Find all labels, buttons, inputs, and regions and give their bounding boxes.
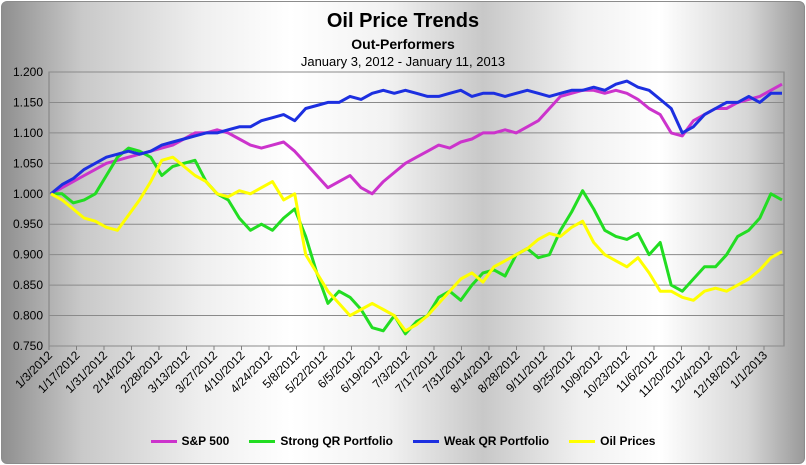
x-axis: 1/3/20121/17/20121/31/20122/14/20122/28/… [12, 346, 770, 401]
legend-swatch [569, 439, 596, 443]
series-line-0 [50, 82, 783, 196]
y-tick-label: 0.850 [13, 278, 43, 292]
y-tick-label: 0.750 [13, 339, 43, 353]
series-line-2 [50, 79, 782, 195]
chart-date-range: January 3, 2012 - January 11, 2013 [300, 54, 506, 69]
y-tick-label: 1.050 [13, 156, 43, 170]
legend-item: Weak QR Portfolio [412, 434, 550, 448]
series-lines [50, 79, 783, 336]
legend-item: S&P 500 [150, 434, 230, 448]
y-tick-label: 1.200 [13, 65, 43, 79]
y-tick-label: 1.000 [13, 187, 43, 201]
legend-swatch [412, 439, 439, 443]
y-tick-label: 1.100 [13, 126, 43, 140]
y-tick-label: 0.900 [13, 248, 43, 262]
chart-title: Oil Price Trends [326, 10, 480, 32]
series-line-1 [51, 146, 783, 336]
legend-label: Strong QR Portfolio [280, 434, 393, 448]
series-line-3 [50, 155, 783, 333]
legend-label: S&P 500 [181, 434, 230, 448]
legend-label: Weak QR Portfolio [443, 434, 550, 448]
legend-label: Oil Prices [600, 434, 656, 448]
legend-item: Oil Prices [569, 434, 655, 448]
y-tick-label: 0.800 [13, 309, 43, 323]
y-tick-label: 0.950 [13, 217, 43, 231]
legend-swatch [150, 439, 177, 443]
y-axis: 0.750 0.800 0.850 0.900 0.950 1.000 1.050 1.100… [13, 65, 43, 353]
gridlines [49, 71, 784, 347]
legend-item: Strong QR Portfolio [249, 434, 393, 448]
legend-swatch [249, 439, 276, 443]
chart-subtitle: Out-Performers [351, 36, 455, 52]
y-tick-label: 1.150 [13, 95, 43, 109]
chart-legend: S&P 500 Strong QR Portfolio Weak QR Portfo… [2, 434, 804, 448]
